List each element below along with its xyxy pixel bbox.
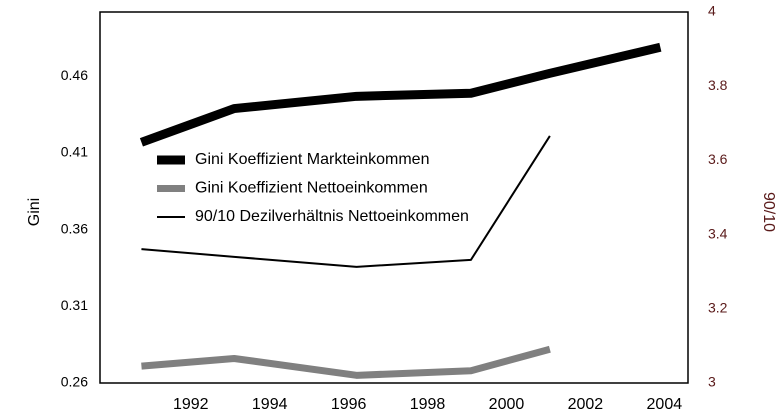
y-tick-label: 0.26 bbox=[61, 374, 88, 390]
y-tick-label: 0.31 bbox=[61, 297, 88, 313]
x-tick-label: 1998 bbox=[410, 396, 446, 413]
legend-label: 90/10 Dezilverhältnis Nettoeinkommen bbox=[195, 208, 469, 225]
y2-tick-label: 3.6 bbox=[708, 151, 728, 167]
plot-frame bbox=[99, 11, 689, 384]
legend-label: Gini Koeffizient Nettoeinkommen bbox=[195, 180, 428, 197]
x-tick-label: 1996 bbox=[331, 396, 367, 413]
series-line bbox=[139, 42, 662, 147]
y-axis-label: Gini bbox=[26, 198, 43, 226]
legend-label: Gini Koeffizient Markteinkommen bbox=[195, 151, 429, 168]
series-line bbox=[141, 345, 551, 379]
x-tick-label: 1994 bbox=[252, 396, 288, 413]
y2-tick-label: 3.2 bbox=[708, 300, 728, 316]
y2-tick-label: 4 bbox=[708, 3, 716, 19]
x-tick-label: 2002 bbox=[568, 396, 604, 413]
x-tick-label: 2000 bbox=[489, 396, 525, 413]
x-tick-label: 2004 bbox=[647, 396, 683, 413]
y-tick-label: 0.36 bbox=[61, 220, 88, 236]
y-tick-label: 0.41 bbox=[61, 144, 88, 160]
y2-axis-label: 90/10 bbox=[760, 192, 777, 232]
series-line bbox=[141, 135, 551, 268]
y2-tick-label: 3.4 bbox=[708, 225, 728, 241]
y-tick-label: 0.46 bbox=[61, 67, 88, 83]
x-tick-label: 1992 bbox=[173, 396, 209, 413]
y2-tick-label: 3 bbox=[708, 374, 716, 390]
y2-tick-label: 3.8 bbox=[708, 77, 728, 93]
